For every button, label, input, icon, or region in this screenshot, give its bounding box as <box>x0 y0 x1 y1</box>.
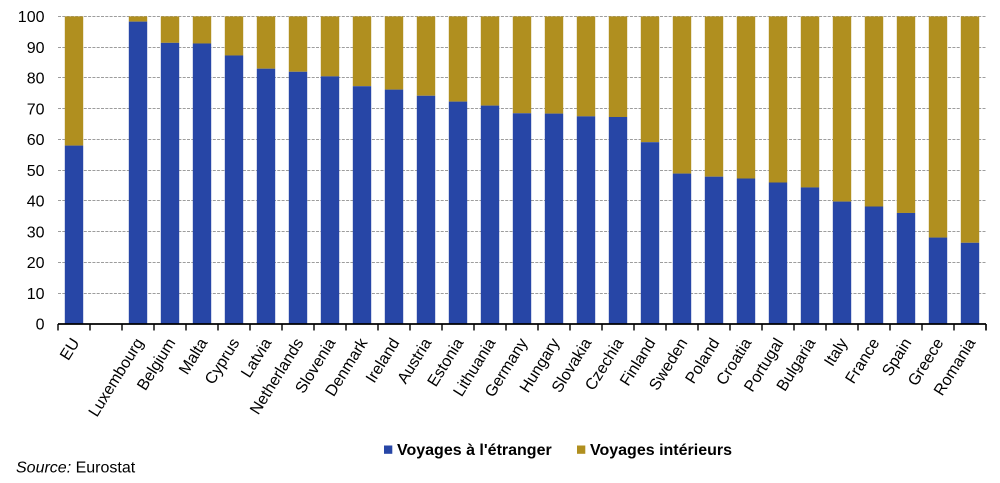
svg-text:20: 20 <box>27 255 45 272</box>
svg-text:30: 30 <box>27 224 45 241</box>
svg-text:50: 50 <box>27 163 45 180</box>
svg-text:80: 80 <box>27 71 45 88</box>
svg-text:60: 60 <box>27 132 45 149</box>
svg-text:Voyages à l'étranger: Voyages à l'étranger <box>397 442 552 459</box>
svg-text:40: 40 <box>27 194 45 211</box>
svg-text:0: 0 <box>36 317 45 334</box>
svg-text:10: 10 <box>27 286 45 303</box>
svg-text:100: 100 <box>18 9 45 26</box>
svg-text:90: 90 <box>27 40 45 57</box>
svg-text:Voyages intérieurs: Voyages intérieurs <box>590 442 732 459</box>
svg-text:70: 70 <box>27 101 45 118</box>
svg-text:Source: Eurostat: Source: Eurostat <box>16 460 136 477</box>
